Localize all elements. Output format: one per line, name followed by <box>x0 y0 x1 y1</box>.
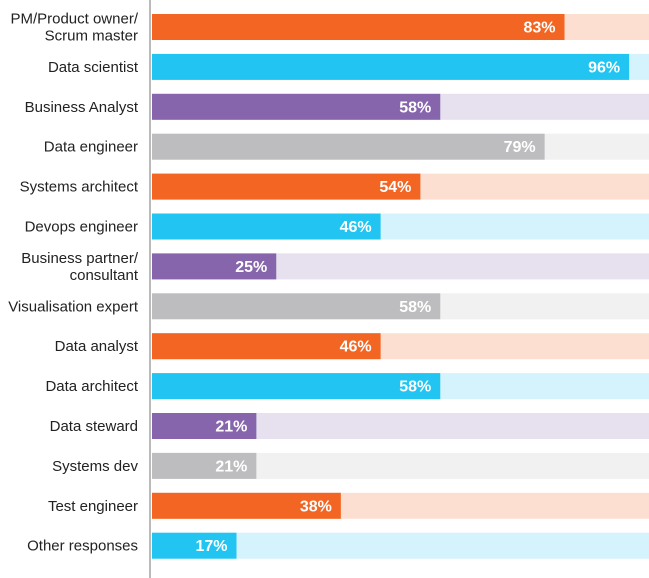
bar-row: 79% Data engineer <box>44 133 649 160</box>
category-label: Other responses <box>27 538 138 555</box>
bar-value-label: 58% <box>399 379 431 396</box>
bar-value-label: 79% <box>504 139 536 156</box>
bar <box>152 213 381 240</box>
bar-row: 58% Data architect <box>45 373 649 400</box>
bar <box>152 452 257 479</box>
category-label: Data engineer <box>44 139 138 156</box>
bar <box>152 373 441 400</box>
bar <box>152 133 545 160</box>
category-label: Test engineer <box>48 498 138 515</box>
category-label: Data scientist <box>48 59 139 76</box>
bar-row: 25% Business partner/consultant <box>21 250 649 284</box>
category-label: PM/Product owner/Scrum master <box>10 11 138 45</box>
bar-row: 83% PM/Product owner/Scrum master <box>10 11 649 45</box>
bar-value-label: 46% <box>340 339 372 356</box>
bar-row: 21% Data steward <box>50 413 649 439</box>
bar-row: 21% Systems dev <box>52 452 649 479</box>
bar <box>152 413 257 439</box>
bar <box>152 253 277 280</box>
bar-value-label: 21% <box>215 419 247 436</box>
bar-row: 58% Visualisation expert <box>8 293 649 320</box>
bar-value-label: 38% <box>300 498 332 515</box>
category-label: Data analyst <box>55 338 139 355</box>
bar-row: 46% Data analyst <box>55 333 649 360</box>
bar-row: 96% Data scientist <box>48 53 649 80</box>
bar-row: 17% Other responses <box>27 532 649 559</box>
bar-row: 46% Devops engineer <box>25 213 649 240</box>
bar <box>152 333 381 360</box>
bar-row: 54% Systems architect <box>20 173 649 200</box>
category-label: Visualisation expert <box>8 298 139 315</box>
category-label: Devops engineer <box>25 219 138 236</box>
bar-value-label: 21% <box>215 458 247 475</box>
bar <box>152 492 341 519</box>
bar-value-label: 96% <box>588 59 620 76</box>
bar-value-label: 17% <box>195 538 227 555</box>
category-label: Business partner/consultant <box>21 250 139 284</box>
category-label: Business Analyst <box>25 99 139 116</box>
bar <box>152 173 421 200</box>
bar-value-label: 58% <box>399 299 431 316</box>
bar <box>152 93 441 120</box>
bar-value-label: 83% <box>523 20 555 37</box>
category-label: Systems architect <box>20 179 139 196</box>
category-label: Systems dev <box>52 458 138 475</box>
bar <box>152 53 630 80</box>
bar-value-label: 58% <box>399 99 431 116</box>
category-label: Data steward <box>50 418 138 435</box>
bar <box>152 293 441 320</box>
category-label: Data architect <box>45 378 138 395</box>
bar-row: 38% Test engineer <box>48 492 649 519</box>
bar-value-label: 54% <box>379 179 411 196</box>
bar-value-label: 46% <box>340 219 372 236</box>
bar-row: 58% Business Analyst <box>25 93 649 120</box>
bar <box>152 532 237 559</box>
bar-value-label: 25% <box>235 259 267 276</box>
bar <box>152 14 565 40</box>
